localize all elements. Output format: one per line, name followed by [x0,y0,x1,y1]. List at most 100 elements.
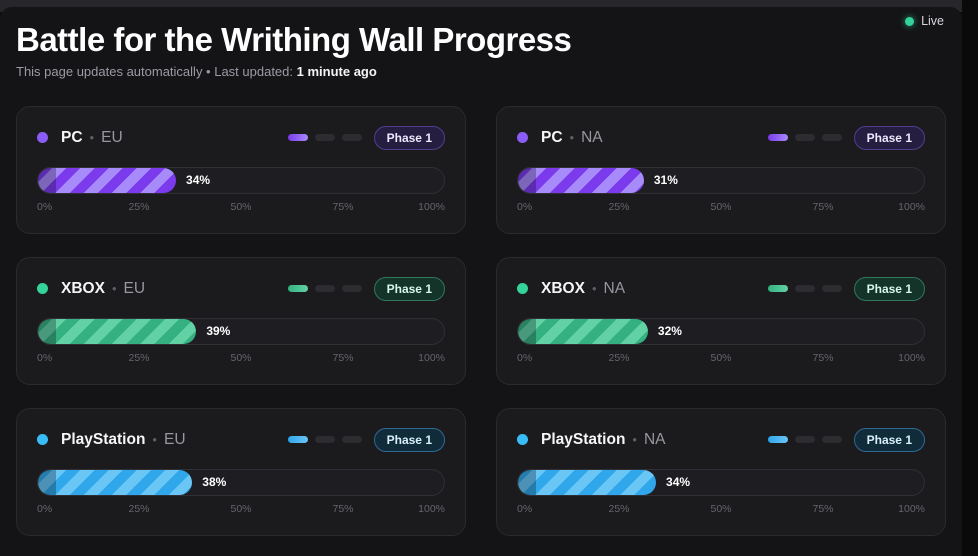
progress-track: 38% [37,468,445,496]
platform-dot-icon [37,132,48,144]
region-name: NA [643,430,666,448]
scale-tick: 50% [710,502,732,515]
separator-dot: • [591,281,597,297]
progress-percent-label: 34% [666,475,691,490]
page: Battle for the Writhing Wall Progress Th… [0,7,962,556]
card-header-right: Phase 1 [767,427,925,452]
progress-card: PC • EU Phase 1 34% 0% 25% 50% 75% 100% [16,105,466,234]
progress-percent-label: 34% [186,173,211,188]
progress-track: 39% [37,317,445,345]
scale-tick: 100% [898,502,925,515]
phase-step-active [767,285,788,293]
progress-track: 31% [517,166,925,194]
card-header: PC • EU Phase 1 [37,125,445,150]
separator-dot: • [569,130,575,146]
separator-dot: • [152,432,157,448]
phase-step-inactive [341,134,362,142]
page-header: Battle for the Writhing Wall Progress Th… [16,7,946,79]
phase-step-active [767,436,788,444]
last-updated-value: 1 minute ago [296,63,377,79]
platform-name: PC [541,128,563,146]
phase-badge: Phase 1 [853,125,925,150]
card-header-right: Phase 1 [767,276,925,301]
scale-tick: 50% [230,351,252,364]
progress-percent-label: 32% [657,324,682,339]
progress-percent-label: 31% [653,173,678,188]
phase-step-indicator [287,134,362,142]
phase-step-inactive [794,134,815,142]
phase-badge: Phase 1 [373,276,445,301]
scale-tick: 75% [812,200,834,213]
progress-scale: 0% 25% 50% 75% 100% [37,201,445,214]
scale-tick: 50% [230,502,252,515]
progress-fill [518,318,648,344]
platform-dot-icon [517,283,528,295]
platform-dot-icon [517,434,528,446]
phase-badge: Phase 1 [373,125,445,150]
phase-step-inactive [341,285,362,293]
phase-badge: Phase 1 [853,427,925,452]
progress-card: XBOX • EU Phase 1 39% 0% 25% 50% 75% 100… [16,256,466,385]
scale-tick: 0% [37,351,53,364]
progress-scale: 0% 25% 50% 75% 100% [37,352,445,365]
live-dot-icon [905,16,915,26]
phase-step-inactive [314,134,335,142]
progress-track: 34% [37,166,445,194]
card-header-right: Phase 1 [287,276,445,301]
separator-dot: • [111,281,117,297]
scale-tick: 25% [608,502,630,515]
scale-tick: 25% [128,200,150,213]
phase-badge: Phase 1 [853,276,925,301]
progress-percent-label: 39% [206,324,231,339]
phase-step-inactive [314,436,335,444]
card-header: PlayStation • NA Phase 1 [517,427,925,452]
progress-fill [38,469,193,495]
card-header-right: Phase 1 [767,125,925,150]
scale-tick: 100% [898,351,925,364]
desktop-edge-strip [962,0,978,556]
platform-dot-icon [37,434,48,446]
phase-step-indicator [767,285,842,293]
scale-tick: 75% [812,351,834,364]
scale-tick: 50% [710,200,732,213]
separator-dot: • [89,130,95,146]
phase-step-active [767,134,788,142]
region-name: EU [163,430,186,448]
scale-tick: 25% [128,351,150,364]
scale-tick: 75% [332,351,354,364]
page-subtitle: This page updates automatically • Last u… [16,64,946,79]
scale-tick: 50% [710,351,732,364]
progress-fill [518,469,657,495]
page-title: Battle for the Writhing Wall Progress [16,21,572,58]
progress-scale: 0% 25% 50% 75% 100% [517,201,925,214]
phase-step-indicator [767,134,842,142]
platform-name: PlayStation [541,430,626,448]
progress-card: PlayStation • NA Phase 1 34% 0% 25% 50% … [496,407,946,536]
region-name: NA [581,128,603,146]
progress-card: XBOX • NA Phase 1 32% 0% 25% 50% 75% 100… [496,256,946,385]
progress-percent-label: 38% [202,475,227,490]
card-header: XBOX • EU Phase 1 [37,276,445,301]
card-header-right: Phase 1 [287,427,445,452]
scale-tick: 100% [418,502,445,515]
platform-name: PC [61,128,83,146]
scale-tick: 50% [230,200,252,213]
progress-card: PlayStation • EU Phase 1 38% 0% 25% 50% … [16,407,466,536]
phase-step-indicator [767,436,842,444]
phase-step-inactive [821,134,842,142]
scale-tick: 0% [517,502,533,515]
region-name: EU [123,279,146,297]
region-name: EU [101,128,123,146]
phase-badge: Phase 1 [373,427,445,452]
phase-step-inactive [794,436,815,444]
progress-card: PC • NA Phase 1 31% 0% 25% 50% 75% 100% [496,105,946,234]
card-header: PC • NA Phase 1 [517,125,925,150]
phase-step-indicator [287,285,362,293]
platform-name: XBOX [61,279,105,297]
scale-tick: 75% [332,200,354,213]
platform-dot-icon [517,132,528,144]
scale-tick: 25% [608,200,630,213]
scale-tick: 0% [517,351,533,364]
phase-step-inactive [821,285,842,293]
cards-grid: PC • EU Phase 1 34% 0% 25% 50% 75% 100% [16,105,946,536]
